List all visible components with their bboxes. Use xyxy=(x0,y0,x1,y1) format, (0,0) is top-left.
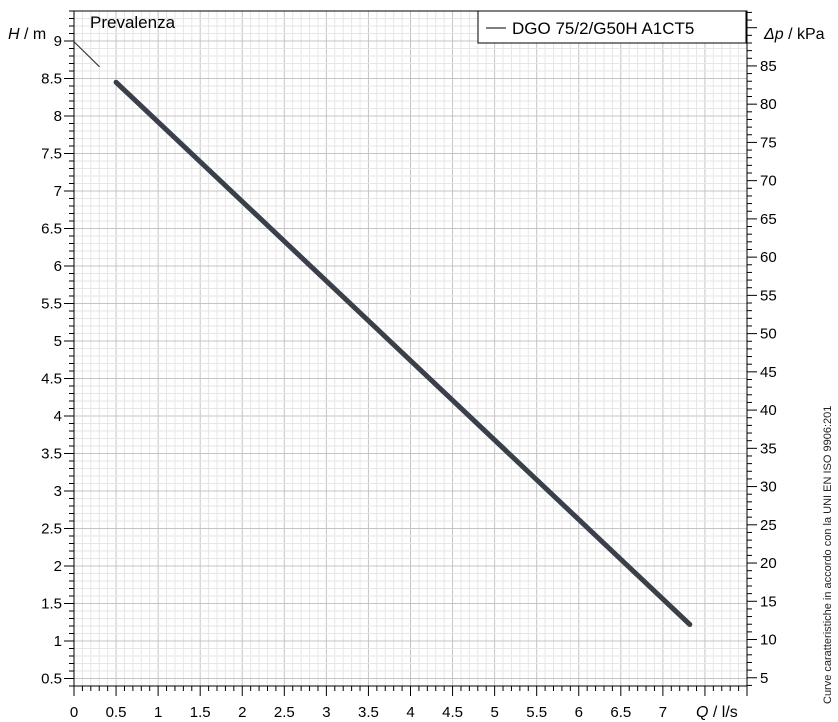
y-right-tick-label: 25 xyxy=(760,517,777,534)
y-left-tick-label: 8 xyxy=(54,108,62,125)
y-left-tick-label: 2.5 xyxy=(41,521,62,538)
x-tick-label: 6.5 xyxy=(610,704,631,721)
x-axis-label: Q / l/s xyxy=(696,704,738,721)
y-right-tick-label: 85 xyxy=(760,58,777,75)
y-left-tick-label: 2 xyxy=(54,558,62,575)
y-right-tick-labels: 5 10 15 20 25 30 35 40 45 50 55 60 65 70 75 80 85 xyxy=(760,58,777,687)
x-tick-label: 3.5 xyxy=(358,704,379,721)
y-left-axis-label: H / m xyxy=(8,26,46,43)
axis-ticks xyxy=(64,10,757,696)
x-tick-label: 2.5 xyxy=(274,704,295,721)
y-left-tick-label: 6.5 xyxy=(41,221,62,238)
y-left-tick-label: 5.5 xyxy=(41,296,62,313)
y-right-tick-label: 80 xyxy=(760,96,777,113)
y-right-tick-label: 5 xyxy=(760,670,768,687)
y-left-tick-label: 9 xyxy=(54,33,62,50)
y-right-tick-label: 15 xyxy=(760,593,777,610)
x-tick-label: 4.5 xyxy=(442,704,463,721)
operating-curve xyxy=(113,79,693,627)
extrapolated-curve xyxy=(73,41,100,68)
x-tick-label: 1 xyxy=(154,704,162,721)
y-right-tick-label: 75 xyxy=(760,134,777,151)
y-right-tick-label: 40 xyxy=(760,402,777,419)
legend-entry: DGO 75/2/G50H A1CT5 xyxy=(512,19,694,38)
y-left-tick-label: 8.5 xyxy=(41,71,62,88)
x-tick-label: 5.5 xyxy=(526,704,547,721)
y-right-tick-label: 55 xyxy=(760,287,777,304)
y-left-tick-label: 5 xyxy=(54,333,62,350)
series-layer xyxy=(73,41,693,627)
standard-note: Curve caratteristiche in accordo con la … xyxy=(822,406,834,704)
y-left-tick-label: 4 xyxy=(54,408,62,425)
y-left-tick-label: 1.5 xyxy=(41,596,62,613)
y-right-tick-label: 70 xyxy=(760,173,777,190)
x-tick-label: 3 xyxy=(322,704,330,721)
y-left-tick-label: 7 xyxy=(54,183,62,200)
y-right-tick-label: 30 xyxy=(760,479,777,496)
y-right-tick-label: 60 xyxy=(760,249,777,266)
y-right-tick-label: 10 xyxy=(760,632,777,649)
x-tick-label: 5 xyxy=(490,704,498,721)
y-left-tick-label: 3 xyxy=(54,483,62,500)
y-left-tick-label: 4.5 xyxy=(41,371,62,388)
y-right-tick-label: 20 xyxy=(760,555,777,572)
x-tick-label: 1.5 xyxy=(190,704,211,721)
y-right-tick-label: 65 xyxy=(760,211,777,228)
x-tick-labels: 0 0.5 1 1.5 2 2.5 3 3.5 4 4.5 5 5.5 6 6.5 7 xyxy=(70,704,667,721)
y-right-tick-label: 50 xyxy=(760,326,777,343)
x-tick-label: 0 xyxy=(70,704,78,721)
y-left-tick-label: 3.5 xyxy=(41,446,62,463)
y-left-tick-label: 1 xyxy=(54,633,62,650)
x-tick-label: 7 xyxy=(659,704,667,721)
y-right-tick-label: 35 xyxy=(760,440,777,457)
grid xyxy=(73,10,748,687)
y-left-tick-labels: 0.5 1 1.5 2 2.5 3 3.5 4 4.5 5 5.5 6 6.5 7 7.5 8 8.5 9 xyxy=(41,33,62,688)
legend: DGO 75/2/G50H A1CT5 xyxy=(477,10,747,44)
y-right-axis-label: Δp / kPa xyxy=(763,26,825,43)
legend-box xyxy=(477,10,747,44)
x-tick-label: 6 xyxy=(575,704,583,721)
y-right-tick-label: 45 xyxy=(760,364,777,381)
y-left-tick-label: 6 xyxy=(54,258,62,275)
y-left-tick-label: 7.5 xyxy=(41,146,62,163)
chart-title: Prevalenza xyxy=(90,13,176,32)
x-tick-label: 4 xyxy=(406,704,414,721)
y-left-tick-label: 0.5 xyxy=(41,671,62,688)
x-tick-label: 0.5 xyxy=(106,704,127,721)
x-tick-label: 2 xyxy=(238,704,246,721)
